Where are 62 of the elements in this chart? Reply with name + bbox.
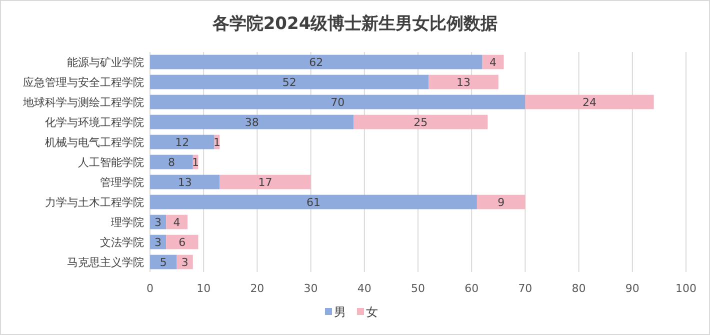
x-tick-label: 10 <box>196 282 211 295</box>
bar <box>150 54 482 70</box>
x-tick-label: 50 <box>411 282 425 295</box>
x-tick-label: 100 <box>676 282 696 295</box>
data-label: 5 <box>160 256 167 269</box>
data-label: 17 <box>258 176 272 189</box>
x-tick-label: 20 <box>250 282 264 295</box>
x-tick-label: 90 <box>625 282 640 295</box>
legend-label: 女 <box>366 305 378 319</box>
data-label: 13 <box>178 176 192 189</box>
chart-title: 各学院2024级博士新生男女比例数据 <box>211 14 498 34</box>
x-tick-label: 30 <box>304 282 318 295</box>
x-tick-label: 0 <box>146 282 154 295</box>
data-label: 25 <box>414 116 428 129</box>
y-tick-label: 化学与环境工程学院 <box>45 116 144 129</box>
data-label: 3 <box>154 216 162 229</box>
y-tick-label: 能源与矿业学院 <box>67 56 144 69</box>
bar <box>476 194 526 210</box>
bar <box>428 74 498 90</box>
y-tick-label: 文法学院 <box>100 236 144 249</box>
y-tick-label: 人工智能学院 <box>78 156 144 169</box>
x-tick-label: 40 <box>357 282 372 295</box>
data-label: 6 <box>178 236 186 249</box>
y-tick-label: 管理学院 <box>100 176 144 189</box>
data-label: 1 <box>214 136 220 149</box>
data-label: 61 <box>306 196 320 209</box>
y-tick-label: 机械与电气工程学院 <box>45 136 144 149</box>
bar <box>150 114 354 130</box>
data-label: 4 <box>173 216 180 229</box>
bar <box>150 74 429 90</box>
data-label: 4 <box>490 56 497 69</box>
x-tick-label: 80 <box>572 282 586 295</box>
bar <box>220 174 311 190</box>
data-label: 3 <box>154 236 162 249</box>
data-label: 38 <box>244 116 259 129</box>
y-tick-label: 理学院 <box>111 216 144 229</box>
data-label: 62 <box>309 56 324 69</box>
data-label: 12 <box>175 136 190 149</box>
bar <box>150 154 193 170</box>
bar <box>525 94 654 110</box>
data-label: 70 <box>330 96 345 109</box>
bar <box>354 114 488 130</box>
bar <box>150 134 214 150</box>
x-tick-label: 70 <box>518 282 532 295</box>
data-label: 1 <box>192 156 200 169</box>
x-tick-label: 60 <box>464 282 479 295</box>
bar <box>166 234 198 250</box>
data-label: 9 <box>498 196 505 209</box>
bar <box>150 194 477 210</box>
y-tick-label: 地球科学与测绘工程学院 <box>22 96 144 109</box>
y-tick-label: 应急管理与安全工程学院 <box>23 76 144 89</box>
bar <box>150 94 526 110</box>
data-label: 3 <box>181 256 188 269</box>
y-tick-label: 力学与土木工程学院 <box>45 196 144 209</box>
bar <box>150 174 220 190</box>
y-tick-label: 马克思主义学院 <box>67 256 144 269</box>
data-label: 52 <box>282 76 296 89</box>
data-label: 13 <box>456 76 471 89</box>
data-label: 24 <box>582 96 597 109</box>
data-label: 8 <box>168 156 175 169</box>
bar <box>150 254 177 270</box>
legend-label: 男 <box>334 305 346 319</box>
